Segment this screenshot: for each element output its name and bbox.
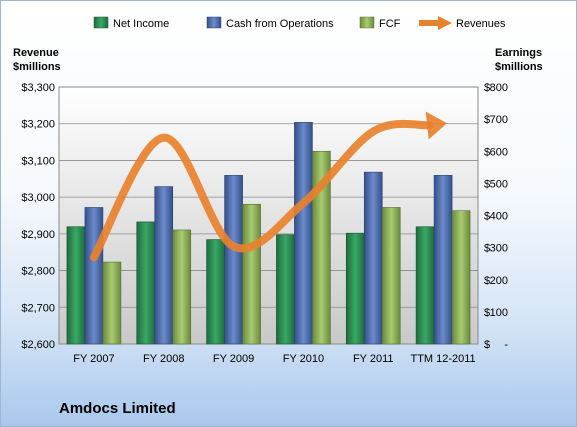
left-tick-label: $2,800 [21, 266, 55, 278]
category-label: FY 2009 [213, 353, 254, 365]
legend-arrowhead-revenues [438, 16, 452, 30]
bar-cash-from-operations [433, 175, 453, 345]
legend-item-fcf: FCF [359, 16, 401, 30]
left-tick-label: $3,300 [21, 82, 55, 94]
bar-fcf [102, 261, 122, 345]
legend-swatch-net-income [93, 16, 109, 29]
right-tick-currency: $ [484, 339, 490, 351]
legend-label-cash-from-operations: Cash from Operations [226, 18, 334, 30]
bar-fcf [312, 150, 331, 345]
bar-net-income [276, 234, 295, 345]
right-tick-currency: $ [484, 275, 490, 287]
category-labels: FY 2007 FY 2008 FY 2009 FY 2010 FY 2011 TTM 1… [73, 353, 475, 365]
right-tick-label: $100 [484, 307, 508, 319]
right-tick-label: $800 [484, 82, 508, 94]
legend-label-fcf: FCF [379, 18, 401, 30]
right-axis-title-line1: Earnings [495, 47, 542, 59]
right-tick-currency: $ [484, 114, 490, 126]
left-tick-label: $3,100 [21, 155, 55, 167]
right-tick-label: $700 [484, 114, 508, 126]
bar-fcf [242, 203, 261, 345]
right-tick-value: 200 [490, 275, 508, 287]
right-tick-value: 400 [490, 211, 508, 223]
legend-label-net-income: Net Income [113, 18, 169, 30]
category-label: FY 2010 [283, 353, 324, 365]
legend-swatch-cash-from-operations [206, 16, 222, 29]
bar-fcf [381, 207, 401, 345]
bar-net-income [206, 239, 225, 345]
left-tick-label: $3,000 [21, 192, 55, 204]
right-tick-label: $200 [484, 275, 508, 287]
category-label: TTM 12-2011 [410, 353, 475, 365]
right-tick-value: 600 [490, 146, 508, 158]
revenue-line [89, 111, 448, 262]
right-tick-value: 300 [490, 243, 508, 255]
left-tick-label: $2,600 [21, 339, 55, 351]
right-tick-label: $400 [484, 211, 508, 223]
right-tick-currency: $ [484, 307, 490, 319]
right-tick-value: - [504, 339, 508, 351]
right-tick-label: $ - [484, 339, 508, 351]
plot-area [58, 86, 479, 345]
bar-cash-from-operations [294, 122, 313, 345]
bar-fcf [172, 229, 192, 345]
right-tick-currency: $ [484, 211, 490, 223]
right-tick-label: $600 [484, 146, 508, 158]
left-axis-ticks: $2,600 $2,700 $2,800 $2,900 $3,000 $3,100 $3,2… [21, 82, 55, 351]
legend-item-revenues: Revenues [419, 16, 506, 30]
bar-net-income [345, 232, 365, 345]
right-axis-title-line2: $millions [495, 61, 543, 73]
category-label: FY 2007 [73, 353, 114, 365]
right-tick-label: $300 [484, 243, 508, 255]
bar-cash-from-operations [84, 207, 104, 345]
left-axis-title-line2: $millions [13, 61, 61, 73]
right-tick-currency: $ [484, 82, 490, 94]
bar-cash-from-operations [154, 186, 174, 345]
bar-fcf [451, 210, 471, 345]
bars [66, 122, 471, 345]
right-tick-label: $500 [484, 178, 508, 190]
left-axis-title-line1: Revenue [13, 47, 59, 59]
right-tick-value: 800 [490, 82, 508, 94]
bar-net-income [136, 221, 156, 345]
bar-net-income [415, 226, 435, 345]
category-label: FY 2008 [143, 353, 184, 365]
legend-item-net-income: Net Income [93, 16, 169, 30]
company-name: Amdocs Limited [59, 400, 176, 417]
right-tick-value: 100 [490, 307, 508, 319]
legend-swatch-fcf [359, 16, 375, 29]
right-tick-currency: $ [484, 178, 490, 190]
right-tick-currency: $ [484, 146, 490, 158]
legend-label-revenues: Revenues [456, 18, 506, 30]
bar-cash-from-operations [224, 175, 243, 345]
revenue-line-arrowhead [425, 111, 448, 140]
right-tick-currency: $ [484, 243, 490, 255]
legend: Net Income Cash from Operations FCF Reve… [93, 16, 506, 30]
right-axis-ticks: $ -$ 100$ 200$ 300$ 400$ 500$ 600$ 700$ 800 [484, 82, 508, 351]
left-tick-label: $2,700 [21, 302, 55, 314]
left-tick-label: $3,200 [21, 119, 55, 131]
right-tick-value: 500 [490, 178, 508, 190]
bar-net-income [66, 226, 86, 345]
category-label: FY 2011 [353, 353, 394, 365]
left-tick-label: $2,900 [21, 229, 55, 241]
bar-cash-from-operations [363, 171, 383, 345]
right-tick-value: 700 [490, 114, 508, 126]
legend-item-cash-from-operations: Cash from Operations [206, 16, 334, 30]
